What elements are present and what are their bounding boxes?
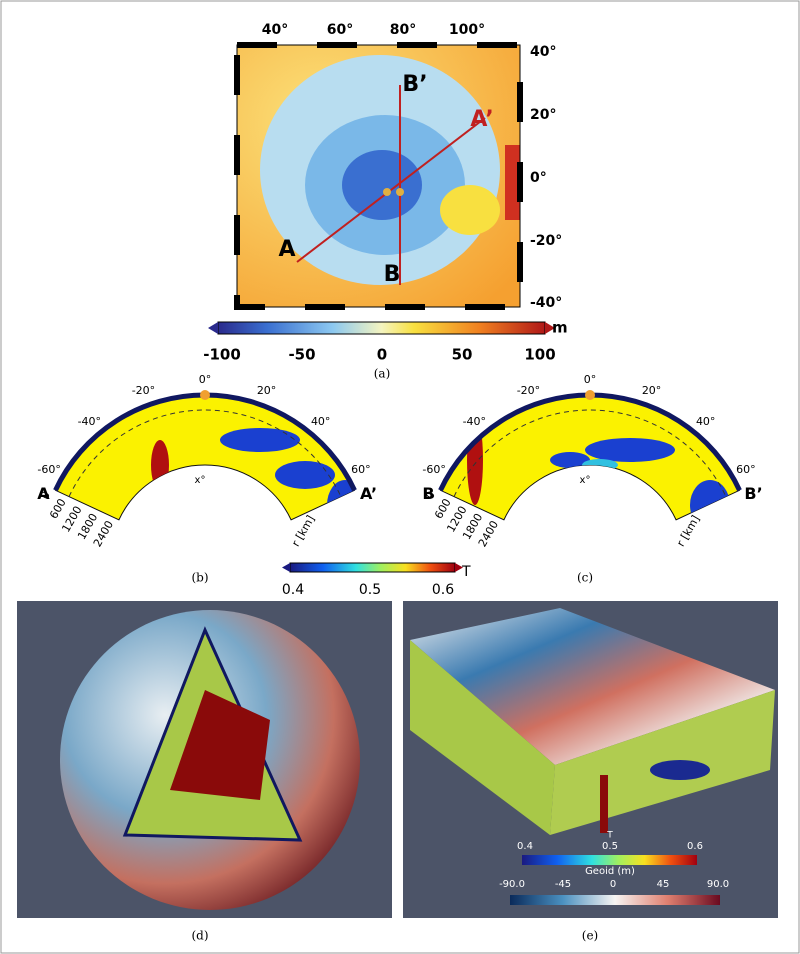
anomaly (275, 461, 335, 489)
label: 0.6 (432, 582, 454, 598)
label: 20° (642, 384, 662, 397)
label: (b) (191, 571, 208, 585)
label: A (37, 484, 50, 503)
star (396, 188, 404, 196)
label: -40° (530, 295, 562, 311)
label: B (384, 262, 401, 287)
label: 0° (584, 373, 597, 386)
label: 0.4 (282, 582, 304, 598)
colorbar-end (545, 322, 555, 334)
label: B’ (402, 72, 427, 97)
colorbar (522, 855, 697, 865)
label: 60° (327, 22, 353, 38)
label: 60° (351, 463, 371, 476)
label: 0.4 (517, 841, 533, 852)
geoid-low (342, 150, 422, 220)
label: 60° (736, 463, 756, 476)
label: 100° (449, 22, 485, 38)
label: (e) (582, 929, 598, 943)
label: 100 (524, 346, 555, 364)
map-a (208, 42, 555, 335)
colorbar-end (455, 563, 463, 572)
geoid-high (505, 145, 520, 220)
label: A’ (360, 484, 377, 503)
box-top (410, 608, 775, 765)
label: -90.0 (499, 879, 525, 890)
label: 0.5 (602, 841, 618, 852)
box-e (403, 601, 778, 918)
label: (c) (577, 571, 593, 585)
star (383, 188, 391, 196)
label: (a) (374, 367, 391, 381)
star (200, 390, 210, 400)
colorbar-end (282, 563, 290, 572)
label: 0 (610, 879, 616, 890)
label: B (422, 484, 434, 503)
anomaly (327, 480, 355, 520)
label: -20° (132, 384, 155, 397)
label: 40° (311, 415, 331, 428)
label: 0° (199, 373, 212, 386)
star (585, 390, 595, 400)
label: 40° (530, 44, 556, 60)
label: B’ (744, 484, 762, 503)
label: 0.6 (687, 841, 703, 852)
colorbar (289, 562, 456, 573)
label: -60° (37, 463, 60, 476)
label: m (552, 319, 568, 337)
profile-a (296, 117, 486, 263)
label: x° (195, 475, 206, 486)
box-side (410, 640, 555, 835)
label: Geoid (m) (585, 866, 635, 877)
label: A’ (470, 107, 493, 132)
label: x° (580, 475, 591, 486)
label: 40° (696, 415, 716, 428)
plume (600, 775, 608, 833)
label: 90.0 (707, 879, 729, 890)
anomaly (582, 459, 618, 471)
colorbar-end (208, 322, 218, 334)
map-frame (236, 44, 521, 308)
section (54, 394, 356, 521)
label: -40° (463, 415, 486, 428)
colorbar (217, 321, 546, 335)
label: 0.5 (359, 582, 381, 598)
label: (d) (191, 929, 208, 943)
label: T (606, 831, 613, 841)
label: 20° (257, 384, 277, 397)
globe-d (17, 601, 392, 918)
plume (170, 690, 270, 800)
anomaly (151, 440, 169, 490)
label: -50 (288, 346, 315, 364)
label: -20° (530, 233, 562, 249)
label: -40° (78, 415, 101, 428)
label: 0° (530, 170, 547, 186)
label: -20° (517, 384, 540, 397)
anomaly (550, 452, 590, 468)
label: 80° (390, 22, 416, 38)
label: -45 (555, 879, 571, 890)
label: 20° (530, 107, 556, 123)
transition-zone (453, 409, 727, 497)
anomaly (585, 438, 675, 462)
label: 45 (657, 879, 670, 890)
label: -60° (422, 463, 445, 476)
label: -100 (203, 346, 241, 364)
colorbar (510, 895, 720, 905)
label: T (461, 564, 471, 580)
label: A (278, 237, 295, 262)
label: 50 (452, 346, 473, 364)
geoid-high (440, 185, 500, 235)
anomaly (467, 415, 483, 505)
transition-zone (68, 409, 342, 497)
label: 40° (262, 22, 288, 38)
label: 0 (377, 346, 387, 364)
slab (650, 760, 710, 780)
anomaly (220, 428, 300, 452)
